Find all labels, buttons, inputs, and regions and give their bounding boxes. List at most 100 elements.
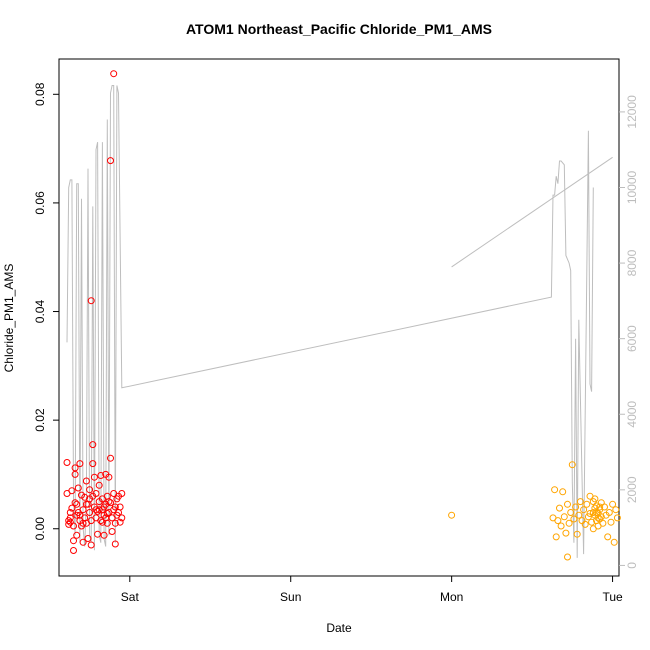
y-axis-label: Chloride_PM1_AMS [2,264,16,373]
data-point [70,547,77,554]
data-point [567,509,575,516]
data-point [589,525,597,533]
data-point [591,495,599,503]
data-point [570,515,578,523]
data-point [82,500,90,508]
data-point [591,504,599,512]
line-layer [66,85,613,558]
data-point [82,477,90,485]
points-layer [63,70,621,561]
data-point [102,514,110,522]
data-point [584,513,592,521]
y-tick-label: 0.08 [33,82,47,106]
data-point [580,506,588,514]
x-tick-label: Tue [602,590,623,604]
data-point [86,486,94,494]
data-point [557,522,565,530]
data-point [560,513,568,521]
data-point [107,499,114,507]
y-tick-label: 0.02 [33,408,47,432]
data-point [100,531,108,539]
data-point [79,519,87,527]
data-point [575,511,583,519]
x-tick-label: Mon [440,590,463,604]
data-point [63,459,71,466]
data-point [613,514,621,522]
data-point [86,509,94,516]
data-point [565,519,573,527]
data-point [604,533,612,541]
data-point [86,495,94,503]
series-line-segment [451,156,613,268]
data-point [68,487,76,495]
data-point [68,504,76,512]
data-point [108,528,116,535]
data-point [107,157,114,165]
data-point [105,498,113,506]
data-point [562,529,570,537]
data-point [596,503,604,511]
data-point [76,460,84,468]
data-point [89,441,97,449]
data-point [107,454,114,462]
data-point [84,535,92,542]
data-point [111,519,119,527]
data-point [599,519,607,527]
data-point [74,484,82,492]
data-point [594,514,602,522]
data-point [81,493,89,501]
data-point [70,522,77,530]
data-point [94,530,102,538]
data-point [607,518,615,526]
x-axis: Sat Sun Mon Tue [121,575,623,604]
y-tick-label: 0.04 [33,300,47,324]
chart-title: ATOM1 Northeast_Pacific Chloride_PM1_AMS [186,21,492,37]
x-tick-label: Sat [121,590,140,604]
y2-tick-label: 4000 [625,401,639,428]
data-point [76,511,84,519]
data-point [118,514,126,522]
data-point [87,541,95,549]
data-point [95,506,103,514]
data-point [588,518,596,526]
data-point [552,533,560,541]
data-point [576,498,584,506]
data-point [559,488,567,496]
data-point [92,506,100,514]
y2-tick-label: 0 [625,562,639,569]
data-point [609,500,617,508]
data-point [551,486,559,494]
data-point [556,504,563,512]
data-point [568,461,576,469]
y2-tick-label: 12000 [625,95,639,129]
plot-frame [58,58,620,577]
data-point [65,520,73,528]
data-point [79,538,87,546]
data-point [89,460,97,468]
data-point [97,472,105,479]
data-point [66,509,74,516]
data-point [66,514,74,522]
data-point [597,513,605,521]
y-axis-right: 0 2000 4000 6000 8000 10000 12000 [619,95,639,569]
y-tick-label: 0.00 [33,517,47,541]
y-axis-left: 0.00 0.02 0.04 0.06 0.08 [33,82,59,540]
data-point [73,531,81,539]
data-point [71,499,79,507]
data-point [110,70,118,78]
y2-tick-label: 8000 [625,249,639,276]
y2-tick-label: 10000 [625,170,639,204]
data-point [111,503,119,511]
x-axis-label: Date [326,621,352,635]
data-point [111,540,119,548]
data-point [572,503,580,511]
data-point [79,506,87,514]
data-point [601,503,608,511]
y2-tick-label: 2000 [625,476,639,503]
data-point [73,500,81,508]
data-point [90,473,98,481]
y-tick-label: 0.06 [33,191,47,215]
data-point [610,538,618,546]
data-point [581,520,589,528]
